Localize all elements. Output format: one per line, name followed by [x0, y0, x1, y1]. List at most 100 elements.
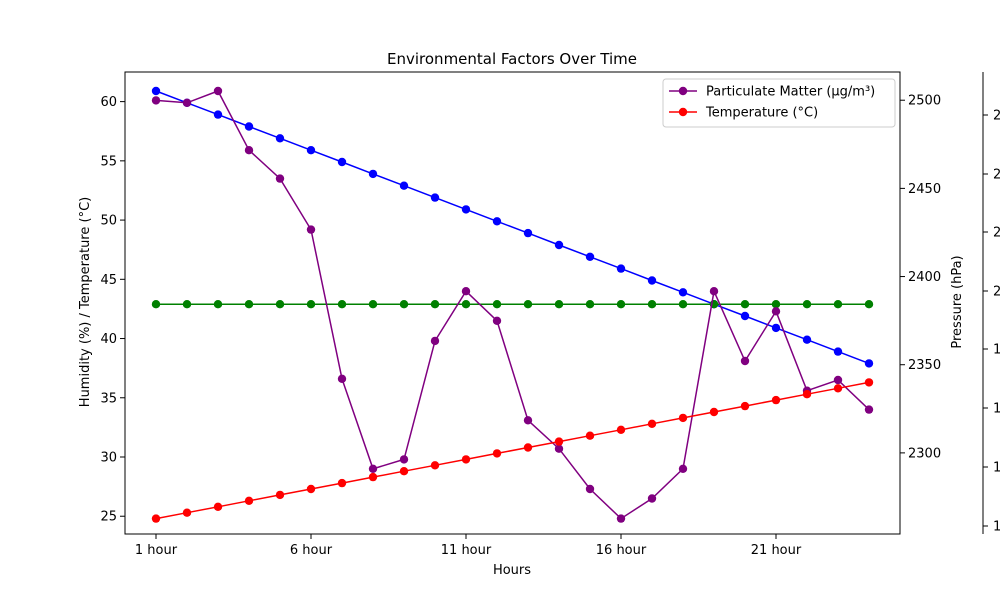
data-point: [492, 217, 502, 226]
data-point: [647, 494, 657, 503]
data-point: [492, 449, 502, 458]
data-point: [430, 336, 440, 346]
legend-box: [662, 78, 896, 128]
data-point: [213, 110, 223, 119]
third-axis-tick-label: 1: [993, 461, 1000, 476]
y-right-tick-label: 2300: [908, 446, 941, 461]
plot-frame: [124, 71, 901, 535]
x-tick-label: 6 hour: [290, 543, 333, 558]
data-point: [709, 287, 719, 296]
data-point: [523, 443, 533, 452]
series-layer: [151, 86, 874, 523]
data-point: [864, 405, 874, 414]
y-axis-left-label: Humidity (%) / Temperature (°C): [78, 197, 93, 407]
data-point: [306, 225, 316, 234]
data-point: [461, 455, 471, 464]
data-point: [368, 169, 378, 179]
data-point: [244, 122, 254, 131]
data-point: [151, 300, 161, 309]
data-point: [864, 359, 874, 368]
y-left-tick-label: 60: [100, 95, 117, 110]
series-line-particulate-matter-g-m-: [155, 90, 870, 520]
data-point: [678, 464, 688, 473]
x-tick-label: 11 hour: [441, 543, 492, 558]
data-point: [585, 252, 595, 261]
data-point: [461, 205, 471, 214]
data-point: [306, 484, 316, 494]
x-tick-label: 1 hour: [135, 543, 178, 558]
y-left-tick-label: 40: [100, 332, 117, 347]
y-left-tick-label: 30: [100, 451, 117, 466]
data-point: [864, 300, 874, 309]
data-point: [647, 276, 657, 285]
data-point: [554, 444, 564, 453]
data-point: [802, 390, 812, 399]
data-point: [275, 490, 285, 500]
series-line-humidity: [155, 90, 870, 365]
data-point: [275, 174, 285, 183]
third-axis-tick-label: 2: [993, 226, 1000, 241]
legend-entry-label: Particulate Matter (µg/m³): [706, 85, 875, 100]
y-right-tick-label: 2350: [908, 358, 941, 373]
x-tick-label: 21 hour: [751, 543, 802, 558]
data-point: [647, 300, 657, 309]
x-axis-label: Hours: [493, 563, 531, 578]
data-point: [833, 384, 843, 393]
data-point: [368, 464, 378, 473]
data-point: [554, 437, 564, 446]
axes-layer: 1 hour 6 hour 11 hour 16 hour 21 hour 25 30 35 4…: [100, 71, 1000, 558]
data-point: [244, 300, 254, 309]
data-point: [275, 134, 285, 143]
data-point: [616, 300, 626, 309]
x-tick-label: 16 hour: [596, 543, 647, 558]
data-point: [523, 300, 533, 309]
data-point: [182, 300, 192, 309]
y-axis-right-label: Pressure (hPa): [950, 255, 965, 348]
data-point: [182, 508, 192, 517]
data-point: [461, 300, 471, 309]
data-point: [244, 146, 254, 155]
data-point: [771, 307, 781, 316]
data-point: [368, 300, 378, 309]
legend-swatch-marker: [678, 107, 688, 117]
data-point: [368, 472, 378, 482]
data-point: [461, 287, 471, 296]
data-point: [771, 323, 781, 333]
data-point: [182, 98, 192, 108]
data-point: [213, 86, 223, 96]
y-right-tick-label: 2400: [908, 270, 941, 285]
data-point: [275, 300, 285, 309]
data-point: [151, 86, 161, 96]
data-point: [337, 157, 347, 167]
series-particulate-matter-g-m-: [151, 86, 874, 523]
data-point: [213, 502, 223, 511]
legend-swatch-marker: [678, 86, 688, 96]
third-axis-tick-label: 2: [993, 168, 1000, 183]
third-axis-tick-label: 1: [993, 343, 1000, 358]
series-temperature-c-: [151, 378, 874, 523]
data-point: [399, 455, 409, 464]
third-axis-tick-label: 1: [993, 402, 1000, 417]
data-point: [616, 264, 626, 273]
data-point: [740, 300, 750, 309]
data-point: [678, 300, 688, 309]
data-point: [585, 300, 595, 309]
data-point: [833, 375, 843, 385]
data-point: [151, 514, 161, 523]
data-point: [678, 288, 688, 297]
data-point: [864, 378, 874, 387]
data-point: [833, 347, 843, 356]
data-point: [802, 300, 812, 309]
data-point: [337, 300, 347, 309]
y-left-tick-label: 45: [100, 273, 117, 288]
series-humidity: [151, 86, 874, 368]
data-point: [492, 316, 502, 325]
data-point: [802, 335, 812, 344]
data-point: [616, 425, 626, 434]
legend: Particulate Matter (µg/m³) Temperature (°…: [662, 78, 896, 128]
data-point: [523, 228, 533, 238]
data-point: [492, 300, 502, 309]
data-point: [833, 300, 843, 309]
data-point: [585, 484, 595, 494]
